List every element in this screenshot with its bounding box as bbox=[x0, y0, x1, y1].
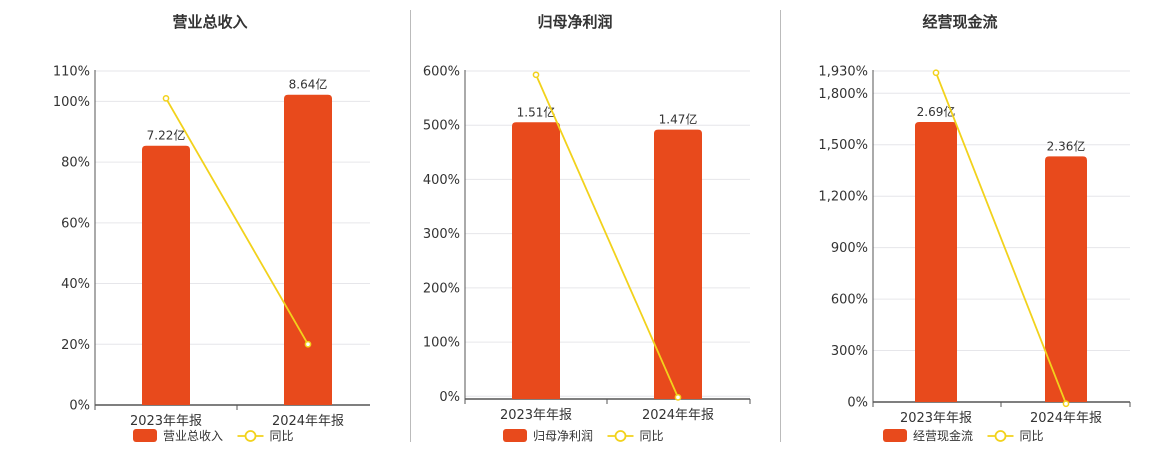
y-tick-label: 500% bbox=[423, 119, 460, 134]
y-tick-label: 600% bbox=[423, 65, 460, 80]
y-tick-label: 100% bbox=[423, 336, 460, 351]
chart-panel-net-profit: 归母净利润 0% 100% 200% 300% 400% 500% 600% 1.51亿 1.47… bbox=[370, 0, 751, 450]
net-profit-chart: 归母净利润 0% 100% 200% 300% 400% 500% 600% 1.51亿 1.47… bbox=[423, 13, 751, 443]
bar bbox=[284, 94, 332, 406]
chart-title: 经营现金流 bbox=[922, 13, 997, 31]
y-tick-label: 300% bbox=[423, 227, 460, 242]
yoy-point bbox=[532, 71, 540, 79]
bar bbox=[654, 129, 702, 399]
panel-divider bbox=[780, 10, 781, 442]
yoy-line bbox=[165, 97, 309, 345]
y-tick-label: 0% bbox=[847, 396, 868, 411]
revenue-chart: 营业总收入 0% 20% 40% 60% 80% 100% 110% 7.22亿 8.64亿 202… bbox=[53, 13, 370, 443]
bar-data-label: 2.69亿 bbox=[917, 104, 956, 119]
y-tick-label: 400% bbox=[423, 173, 460, 188]
legend-line-label: 同比 bbox=[270, 429, 294, 443]
legend-bar-label: 经营现金流 bbox=[913, 428, 973, 443]
x-category-label: 2024年年报 bbox=[642, 408, 714, 423]
y-tick-label: 0% bbox=[439, 390, 460, 405]
y-tick-label: 1,500% bbox=[818, 138, 868, 153]
bar-data-label: 1.47亿 bbox=[659, 112, 698, 127]
yoy-line bbox=[935, 72, 1067, 405]
legend-line-marker bbox=[614, 430, 627, 442]
yoy-point bbox=[674, 394, 682, 401]
bar-data-label: 8.64亿 bbox=[289, 77, 328, 92]
y-tick-label: 110% bbox=[53, 65, 90, 80]
bar-data-label: 7.22亿 bbox=[147, 128, 186, 143]
x-category-label: 2023年年报 bbox=[900, 411, 972, 426]
bar bbox=[915, 122, 957, 402]
legend-bar-swatch bbox=[133, 429, 157, 442]
legend-bar-swatch bbox=[883, 429, 907, 442]
y-tick-label: 1,200% bbox=[818, 190, 868, 205]
bar bbox=[142, 145, 190, 405]
yoy-point bbox=[1062, 400, 1070, 408]
y-tick-label: 0% bbox=[69, 399, 90, 414]
bar bbox=[1045, 156, 1087, 402]
yoy-point bbox=[304, 340, 312, 348]
legend-bar-swatch bbox=[503, 429, 527, 442]
legend-line-marker bbox=[244, 430, 257, 442]
y-tick-label: 900% bbox=[831, 241, 868, 256]
chart-title: 营业总收入 bbox=[172, 13, 247, 31]
y-tick-label: 200% bbox=[423, 281, 460, 296]
y-tick-label: 1,930% bbox=[818, 65, 868, 80]
yoy-line bbox=[535, 74, 679, 398]
legend-line-label: 同比 bbox=[640, 429, 664, 443]
y-tick-label: 40% bbox=[61, 277, 90, 292]
yoy-point bbox=[162, 94, 170, 102]
bar bbox=[512, 122, 560, 400]
y-tick-label: 80% bbox=[61, 156, 90, 171]
y-tick-label: 100% bbox=[53, 95, 90, 110]
bar-data-label: 2.36亿 bbox=[1047, 138, 1086, 153]
y-tick-label: 1,800% bbox=[818, 87, 868, 102]
legend-line-marker bbox=[994, 430, 1007, 442]
panel-divider bbox=[410, 10, 411, 442]
bar-data-label: 1.51亿 bbox=[517, 104, 556, 119]
x-category-label: 2023年年报 bbox=[500, 408, 572, 423]
cash-flow-chart: 经营现金流 0% 300% 600% 900% 1,200% 1,500% 1,800% 1,9… bbox=[818, 13, 1131, 443]
yoy-point bbox=[932, 69, 940, 77]
y-tick-label: 20% bbox=[61, 338, 90, 353]
x-category-label: 2023年年报 bbox=[130, 414, 202, 429]
legend-bar-label: 营业总收入 bbox=[163, 429, 223, 443]
chart-panel-revenue: 营业总收入 0% 20% 40% 60% 80% 100% 110% 7.22亿 8.64亿 202… bbox=[0, 0, 370, 450]
legend-bar-label: 归母净利润 bbox=[533, 429, 593, 443]
x-category-label: 2024年年报 bbox=[272, 414, 344, 429]
legend-line-label: 同比 bbox=[1020, 429, 1044, 443]
chart-title: 归母净利润 bbox=[537, 13, 612, 31]
y-tick-label: 600% bbox=[831, 293, 868, 308]
chart-panel-cash-flow: 经营现金流 0% 300% 600% 900% 1,200% 1,500% 1,800% 1,9… bbox=[780, 0, 1150, 450]
y-tick-label: 300% bbox=[831, 344, 868, 359]
y-tick-label: 60% bbox=[61, 216, 90, 231]
x-category-label: 2024年年报 bbox=[1030, 411, 1102, 426]
